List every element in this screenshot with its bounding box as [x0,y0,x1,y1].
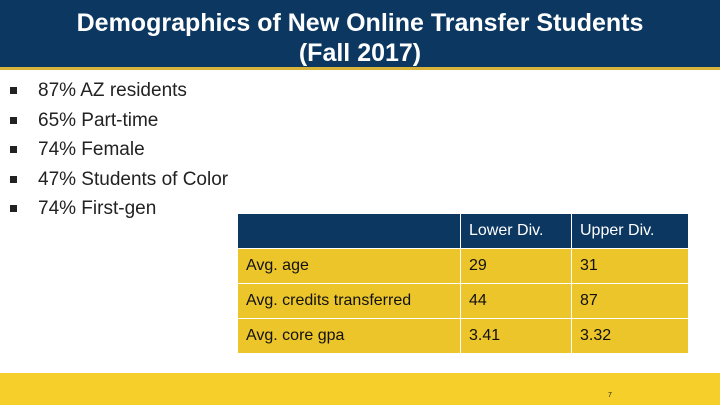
column-header-lower-div: Lower Div. [460,214,572,248]
table-cell: 3.41 [460,317,572,353]
bullet-text: 47% Students of Color [38,168,229,190]
stats-table: Lower Div. Upper Div. Avg. age 29 31 Avg… [238,214,688,353]
table-row: Avg. age 29 31 [238,247,688,283]
table-row: Avg. credits transferred 44 87 [238,282,688,318]
page-number: 7 [608,392,612,399]
table-cell: 31 [571,247,688,283]
bullet-text: 74% First-gen [38,198,157,219]
row-label: Avg. age [238,247,461,283]
table-row: Avg. core gpa 3.41 3.32 [238,317,688,353]
row-label: Avg. core gpa [238,317,461,353]
table-corner-cell [238,214,461,248]
square-bullet-icon [10,87,17,94]
bullet-item: 47% Students of Color [10,165,228,195]
slide-title-line-2: (Fall 2017) [298,39,422,67]
bullet-item: 74% First-gen [10,194,228,224]
bullet-text: 65% Part-time [38,109,159,131]
bullet-text: 74% Female [38,139,145,160]
title-bar: Demographics of New Online Transfer Stud… [0,0,720,70]
slide-title: Demographics of New Online Transfer Stud… [0,8,720,68]
bullet-text: 87% AZ residents [38,80,187,101]
bullet-item: 87% AZ residents [10,76,228,106]
bullet-list: 87% AZ residents 65% Part-time 74% Femal… [10,76,228,224]
bullet-item: 74% Female [10,135,228,165]
table-cell: 29 [460,247,572,283]
square-bullet-icon [10,205,17,212]
table-cell: 3.32 [571,317,688,353]
footer-bar [0,373,720,405]
square-bullet-icon [10,116,17,124]
table-cell: 44 [460,282,572,318]
slide-title-line-1: Demographics of New Online Transfer Stud… [76,9,644,37]
table-header-row: Lower Div. Upper Div. [238,214,688,248]
column-header-upper-div: Upper Div. [571,214,688,248]
table-cell: 87 [571,282,688,318]
square-bullet-icon [10,146,17,153]
bullet-item: 65% Part-time [10,106,228,136]
row-label: Avg. credits transferred [238,282,461,318]
square-bullet-icon [10,175,17,183]
